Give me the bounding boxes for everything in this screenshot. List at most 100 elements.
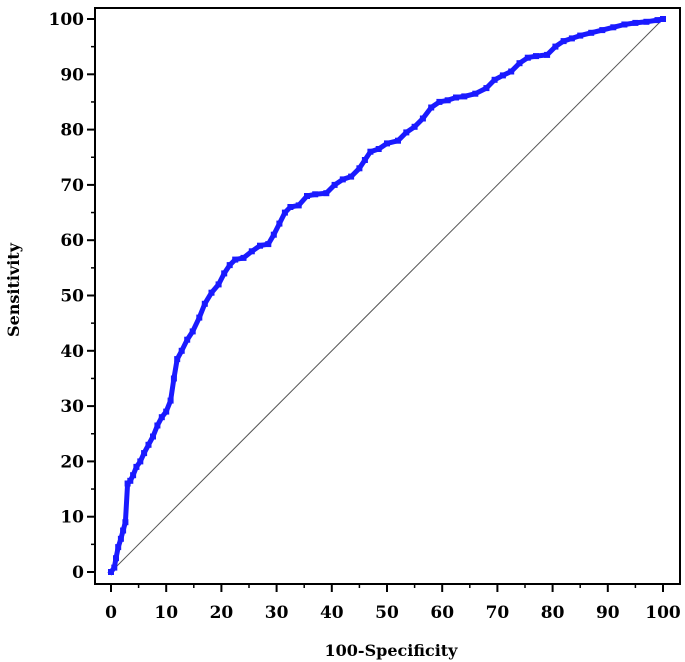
- x-tick-label-10: 10: [154, 603, 178, 623]
- plot-frame: [94, 7, 681, 585]
- roc-point-2: [113, 555, 119, 562]
- y-tick-label-40: 40: [60, 342, 84, 362]
- y-tick-label-10: 10: [60, 508, 84, 528]
- reference-line: [110, 18, 664, 573]
- x-tick-label-60: 60: [430, 603, 454, 623]
- roc-point-26: [208, 289, 215, 296]
- roc-point-54: [419, 115, 426, 122]
- y-tick-label-50: 50: [60, 287, 84, 307]
- roc-point-29: [226, 262, 233, 269]
- x-tick-label-50: 50: [375, 603, 399, 623]
- roc-point-36: [276, 220, 283, 227]
- roc-point-73: [588, 29, 595, 36]
- roc-point-52: [403, 129, 410, 136]
- roc-point-77: [632, 19, 639, 26]
- roc-point-67: [533, 53, 539, 60]
- roc-point-49: [375, 146, 382, 152]
- roc-point-46: [356, 165, 363, 172]
- roc-point-35: [270, 231, 277, 238]
- roc-point-57: [444, 97, 451, 104]
- roc-point-30: [232, 256, 239, 263]
- y-tick-label-30: 30: [60, 397, 84, 417]
- y-tick-label-90: 90: [60, 65, 84, 85]
- roc-point-40: [304, 193, 310, 199]
- y-tick-label-100: 100: [49, 10, 85, 30]
- roc-point-74: [599, 27, 606, 34]
- y-axis-ticks: 0 10 20 30 40 50 60 70 80 90 100: [49, 10, 95, 583]
- roc-point-79: [654, 17, 661, 24]
- roc-point-48: [367, 148, 374, 155]
- roc-point-38: [287, 204, 294, 210]
- roc-point-21: [178, 347, 185, 354]
- roc-point-62: [491, 76, 498, 83]
- x-tick-label-80: 80: [541, 603, 565, 623]
- roc-point-3: [115, 544, 122, 551]
- roc-point-66: [524, 54, 531, 61]
- roc-point-76: [621, 21, 628, 28]
- roc-point-68: [544, 51, 551, 58]
- roc-point-18: [167, 397, 174, 404]
- roc-point-25: [201, 300, 208, 307]
- roc-point-6: [122, 519, 129, 526]
- roc-point-47: [361, 157, 368, 163]
- x-tick-label-100: 100: [645, 603, 681, 623]
- roc-point-53: [411, 123, 418, 130]
- roc-point-65: [516, 60, 523, 67]
- roc-point-50: [384, 140, 390, 147]
- x-tick-label-90: 90: [596, 603, 620, 623]
- roc-point-63: [499, 72, 506, 79]
- roc-point-15: [154, 422, 161, 429]
- y-tick-label-60: 60: [60, 231, 84, 251]
- roc-curve-layer: [107, 16, 666, 576]
- roc-point-28: [221, 270, 228, 277]
- roc-point-10: [133, 463, 140, 470]
- roc-point-14: [150, 433, 156, 440]
- roc-point-12: [141, 450, 148, 457]
- y-tick-label-20: 20: [60, 452, 84, 472]
- roc-point-9: [130, 472, 137, 479]
- roc-point-22: [184, 336, 191, 343]
- roc-point-31: [240, 254, 247, 261]
- roc-point-16: [158, 414, 165, 421]
- y-tick-label-0: 0: [72, 563, 84, 583]
- x-tick-label-70: 70: [486, 603, 510, 623]
- roc-point-69: [552, 43, 559, 50]
- roc-point-0: [108, 569, 114, 575]
- roc-point-60: [472, 90, 479, 97]
- roc-point-20: [174, 356, 181, 363]
- roc-point-72: [577, 32, 584, 39]
- roc-point-51: [395, 137, 401, 144]
- roc-point-11: [137, 458, 144, 465]
- x-axis-title: 100-Specificity: [325, 641, 459, 660]
- y-axis-title: Sensitivity: [4, 242, 23, 337]
- roc-point-39: [295, 202, 302, 209]
- roc-point-55: [428, 104, 435, 111]
- roc-point-34: [265, 241, 272, 248]
- roc-point-24: [196, 314, 203, 321]
- roc-point-59: [461, 93, 468, 100]
- y-tick-label-70: 70: [60, 176, 84, 196]
- roc-point-42: [323, 190, 330, 197]
- roc-point-44: [339, 176, 346, 183]
- x-tick-label-20: 20: [210, 603, 234, 623]
- roc-point-70: [560, 38, 567, 45]
- roc-point-13: [145, 441, 152, 448]
- plot-frame-layer: [94, 7, 681, 585]
- roc-point-5: [120, 527, 127, 534]
- roc-point-75: [610, 24, 617, 31]
- roc-point-45: [348, 173, 355, 180]
- reference-diagonal-layer: [110, 18, 664, 573]
- roc-point-71: [568, 35, 575, 42]
- roc-point-23: [189, 328, 196, 335]
- roc-point-4: [117, 535, 124, 542]
- x-axis-ticks: 0 10 20 30 40 50 60 70 80 90 100: [105, 584, 681, 623]
- roc-point-32: [248, 248, 255, 255]
- y-tick-label-80: 80: [60, 121, 84, 141]
- roc-point-80: [660, 16, 666, 22]
- roc-point-17: [163, 408, 170, 415]
- roc-point-61: [483, 85, 490, 92]
- roc-point-8: [127, 477, 134, 484]
- roc-point-41: [312, 191, 319, 198]
- x-tick-label-0: 0: [105, 603, 117, 623]
